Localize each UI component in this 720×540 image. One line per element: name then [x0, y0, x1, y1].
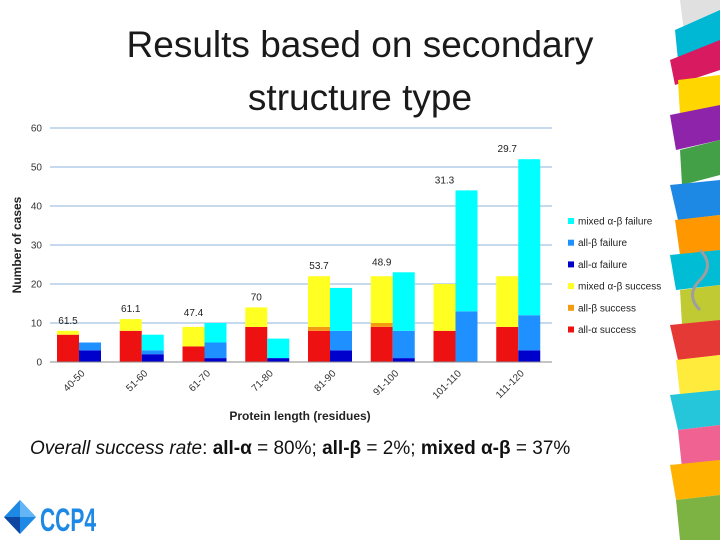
- bar-segment-all-failure: [330, 350, 352, 362]
- legend-label: all-β success: [578, 303, 636, 314]
- success-rate-label: 70: [251, 292, 263, 303]
- bar-segment-all-success: [119, 330, 142, 362]
- legend: mixed α-β failure all-β failure all-α fail…: [568, 217, 661, 336]
- bar-segment-all-failure: [330, 330, 352, 351]
- bar-segment-all-failure: [518, 315, 541, 351]
- y-tick-label: 20: [31, 280, 43, 291]
- y-tick-label: 0: [36, 358, 42, 369]
- bar-segment-all-success: [433, 330, 456, 362]
- x-tick-label: 51-60: [124, 368, 150, 394]
- bar-segment-mixed-success: [57, 330, 79, 335]
- caption-colon: :: [202, 438, 213, 459]
- bar-segment-all-failure: [141, 350, 164, 355]
- legend-swatch: [568, 304, 574, 311]
- caption-all-beta-label: all-β: [322, 438, 362, 459]
- x-tick-label: 101-110: [431, 368, 465, 402]
- legend-swatch: [568, 239, 574, 246]
- success-rate-label: 53.7: [309, 261, 329, 272]
- bar-segment-all-failure: [267, 358, 290, 362]
- caption-all-alpha-label: all-α: [212, 438, 252, 459]
- bar-segment-mixed-success: [308, 276, 330, 327]
- x-tick-label: 61-70: [187, 368, 213, 394]
- legend-swatch: [568, 326, 574, 333]
- legend-label: all-α success: [578, 325, 636, 336]
- bar-segment-all-success: [496, 326, 519, 362]
- bar-segment-mixed-success: [182, 326, 205, 347]
- y-tick-label: 30: [31, 241, 43, 252]
- legend-label: all-β failure: [578, 238, 628, 249]
- ccp4-logo: CCP4: [4, 500, 96, 538]
- caption-all-alpha-value: = 80%;: [251, 438, 323, 459]
- data-labels: 61.5 61.1 47.4 70 53.7 48.9 31.3 29.7: [58, 144, 517, 327]
- bar-segment-all-success: [308, 326, 330, 331]
- bar-segment-mixed-success: [496, 276, 519, 327]
- success-rate-label: 61.1: [121, 304, 141, 315]
- bar-segment-mixed-failure: [267, 338, 290, 359]
- bar-segment-mixed-failure: [392, 272, 415, 331]
- bar-segment-mixed-success: [370, 276, 393, 323]
- y-tick-label: 50: [31, 163, 43, 174]
- bar-segment-mixed-success: [245, 307, 268, 327]
- bar-segment-all-failure: [204, 342, 227, 359]
- success-rate-label: 48.9: [372, 257, 392, 268]
- bar-segment-all-success: [245, 326, 268, 362]
- bar-chart: 61.5 61.1 47.4 70 53.7 48.9 31.3 29.7 0 10 20 30 40…: [10, 124, 661, 424]
- x-tick-label: 40-50: [62, 368, 88, 394]
- legend-label: all-α failure: [578, 260, 628, 271]
- bar-segment-all-failure: [204, 358, 227, 362]
- bar-segment-all-failure: [141, 354, 164, 362]
- bar-segment-mixed-failure: [330, 287, 352, 331]
- bar-segment-all-failure: [455, 311, 478, 362]
- success-rate-label: 31.3: [435, 175, 455, 186]
- legend-swatch: [568, 283, 574, 290]
- legend-label: mixed α-β success: [578, 282, 661, 293]
- bar-segment-all-success: [57, 334, 79, 362]
- x-tick-label: 111-120: [494, 368, 527, 401]
- caption-mixed-value: = 37%: [510, 438, 571, 459]
- y-tick-label: 60: [31, 124, 43, 135]
- bar-segment-mixed-failure: [204, 323, 227, 343]
- caption-lead: Overall success rate: [30, 438, 203, 459]
- bars: [57, 159, 541, 362]
- slide-title: Results based on secondary structure typ…: [126, 24, 594, 118]
- bar-segment-all-failure: [392, 330, 415, 359]
- legend-swatch: [568, 218, 574, 224]
- bar-segment-mixed-failure: [518, 159, 541, 316]
- bar-segment-all-success: [308, 330, 330, 362]
- y-tick-label: 10: [31, 319, 43, 330]
- success-rate-label: 47.4: [184, 308, 204, 319]
- x-axis-label: Protein length (residues): [229, 409, 370, 423]
- caption-all-beta-value: = 2%;: [361, 438, 421, 459]
- bar-segment-mixed-failure: [455, 190, 478, 312]
- x-tick-label: 71-80: [250, 368, 276, 394]
- ccp4-diamond-icon: [4, 500, 36, 534]
- legend-label: mixed α-β failure: [578, 217, 653, 228]
- caption-mixed-label: mixed α-β: [420, 438, 511, 459]
- bar-segment-all-failure: [79, 350, 101, 362]
- bar-segment-all-success: [182, 346, 205, 362]
- x-tick-label: 81-90: [313, 368, 339, 394]
- bar-segment-mixed-failure: [141, 334, 164, 351]
- bar-segment-mixed-success: [433, 284, 456, 331]
- y-tick-label: 40: [31, 202, 43, 213]
- bar-segment-all-failure: [518, 350, 541, 362]
- bar-segment-all-success: [370, 323, 393, 327]
- legend-swatch: [568, 261, 574, 268]
- bar-segment-mixed-success: [119, 319, 142, 331]
- y-axis-label: Number of cases: [10, 196, 24, 293]
- x-tick-label: 91-100: [371, 368, 401, 398]
- overall-success-caption: Overall success rate: all-α = 80%; all-β…: [30, 438, 570, 460]
- bar-segment-all-failure: [392, 358, 415, 362]
- success-rate-label: 29.7: [498, 144, 518, 155]
- decorative-ribbon-icon: [670, 0, 720, 540]
- ccp4-logo-text: CCP4: [40, 502, 96, 538]
- success-rate-label: 61.5: [58, 316, 78, 327]
- bar-segment-all-success: [370, 326, 393, 362]
- bar-segment-all-failure: [79, 342, 101, 351]
